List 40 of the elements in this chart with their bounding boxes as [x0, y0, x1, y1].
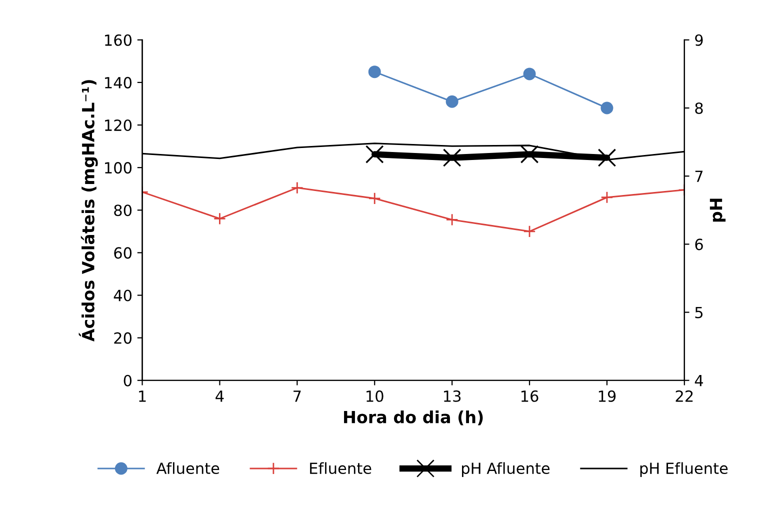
- y-tick-label: 100: [105, 162, 132, 174]
- point: [446, 213, 458, 226]
- point: [213, 212, 226, 225]
- y2-tick-label: 5: [695, 306, 703, 318]
- y-tick-label: 140: [105, 76, 132, 88]
- x-tick-label: 16: [521, 390, 538, 402]
- y2-tick-label: 6: [695, 238, 703, 250]
- y-tick-label: 120: [105, 119, 132, 132]
- y-tick-label: 60: [114, 247, 132, 259]
- y-axis-title: Ácidos Voláteis (mgHAc.L⁻¹): [78, 80, 98, 342]
- point: [600, 102, 614, 114]
- y2-tick-label: 9: [695, 34, 703, 46]
- point: [523, 68, 536, 80]
- x-tick-label: 4: [216, 390, 224, 402]
- point: [290, 182, 304, 194]
- x-tick-label: 1: [139, 390, 146, 402]
- x-tick-label: 7: [294, 390, 301, 402]
- y-tick-label: 20: [114, 332, 132, 344]
- y2-tick-label: 4: [694, 375, 703, 386]
- y-tick-label: 160: [105, 34, 132, 46]
- point: [600, 191, 614, 204]
- y-tick-label: 40: [114, 290, 132, 302]
- x-axis-title: Hora do dia (h): [344, 410, 483, 426]
- legend-label: Efluente: [310, 462, 372, 474]
- y2-axis-title: pH: [710, 198, 726, 222]
- x-tick-label: 10: [366, 390, 384, 402]
- legend-label: pH Afluente: [462, 462, 550, 478]
- point: [368, 66, 381, 78]
- y2-tick-label: 8: [695, 102, 703, 114]
- x-tick-label: 19: [598, 390, 616, 402]
- legend-label: Afluente: [156, 462, 220, 474]
- x-tick-label: 13: [444, 390, 461, 402]
- point: [446, 95, 458, 108]
- y-tick-label: 0: [124, 374, 132, 386]
- x-tick-label: 22: [676, 390, 693, 402]
- y2-tick-label: 7: [695, 170, 703, 182]
- y-tick-label: 80: [114, 204, 132, 216]
- point: [523, 225, 536, 238]
- point: [368, 192, 381, 205]
- legend-label: pH Efluente: [640, 462, 728, 478]
